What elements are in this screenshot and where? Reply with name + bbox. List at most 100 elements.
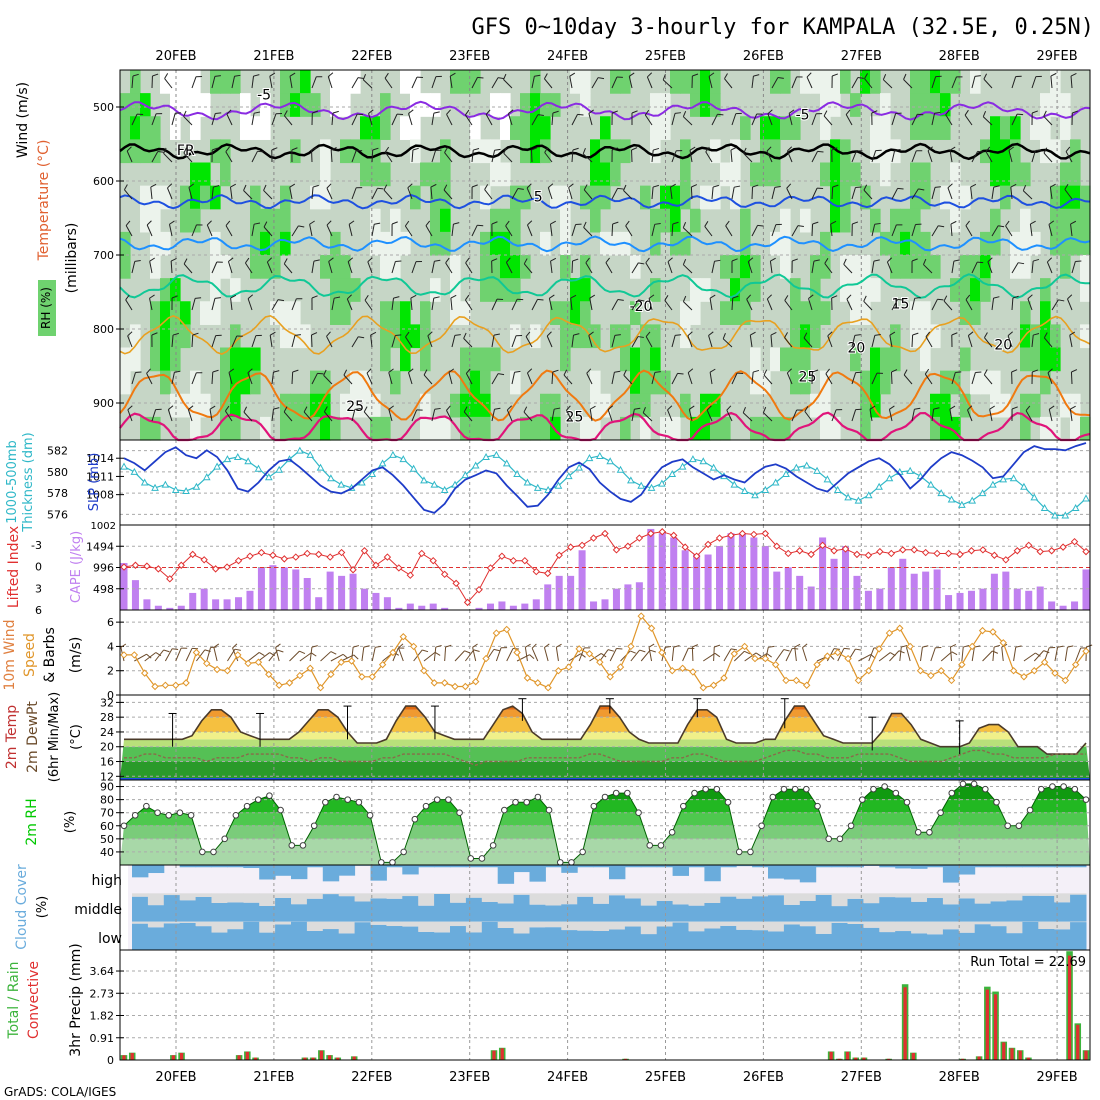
rh-cell: [650, 231, 661, 256]
rh2m-point: [176, 809, 184, 816]
wind-barb: [183, 263, 193, 274]
rh2m-point: [1060, 783, 1067, 790]
wind-speed-point: [461, 682, 470, 691]
wind-barb: [706, 409, 713, 422]
rh2m-point: [467, 855, 475, 862]
cloud-cell: [1054, 929, 1071, 950]
cloud-gap: [386, 893, 403, 899]
wind-barb: [251, 335, 257, 348]
wind-barb: [731, 372, 738, 385]
rh-cell: [140, 185, 151, 210]
cape-bar: [166, 607, 174, 610]
wind-barb-flag: [517, 188, 524, 190]
rh-cell: [810, 255, 821, 279]
wind-barb-flag: [471, 184, 478, 188]
rh-cell: [570, 324, 581, 349]
wind-barb-flag: [1043, 650, 1050, 654]
rh-cell: [1020, 347, 1031, 372]
rh-cell: [920, 70, 931, 94]
tick-label: 32: [100, 696, 114, 709]
wind-barb: [211, 261, 218, 274]
wind-barb-flag: [454, 334, 461, 336]
wind-speed-point: [792, 676, 801, 685]
rh2m-point: [1082, 796, 1090, 803]
wind-barb: [491, 77, 499, 89]
rh-cell: [860, 70, 871, 94]
li-point: [521, 556, 529, 565]
rh-cell: [430, 208, 441, 233]
thickness-point: [854, 496, 863, 504]
wind-barb: [947, 187, 953, 200]
wind-barb: [150, 187, 153, 200]
rh-cell: [390, 231, 401, 256]
rh2m-point: [523, 798, 530, 806]
wind10m-axis-label-3: & Barbs: [42, 627, 58, 683]
rh-cell: [480, 278, 491, 302]
wind-barb: [642, 412, 653, 422]
wind-barb: [906, 647, 911, 662]
precip-conv-bar: [977, 1056, 981, 1060]
rh-cell: [310, 416, 321, 441]
cloud-gap: [799, 893, 817, 901]
li-point: [303, 549, 311, 558]
wind-barb: [808, 298, 813, 311]
wind-barb-flag: [525, 331, 531, 337]
cape-bar: [841, 545, 850, 610]
wind-barb: [310, 334, 313, 348]
wind-barb: [903, 79, 913, 89]
rh-cell: [420, 162, 431, 187]
wind-barb: [289, 76, 293, 89]
wind-barb-flag: [183, 147, 187, 154]
wind-barb: [924, 373, 933, 385]
temp-band: [120, 731, 1090, 740]
wind-barb: [511, 298, 518, 311]
wind-speed-point: [968, 642, 976, 651]
wind-barb-flag: [823, 110, 828, 117]
cloud-cell: [354, 901, 371, 922]
wind-barb: [388, 409, 393, 422]
rh-cell: [930, 416, 941, 441]
tick-label: 1008: [86, 489, 114, 502]
cloud-cell: [386, 926, 403, 950]
wind-barb: [531, 76, 535, 89]
wind-barb-flag: [949, 405, 956, 410]
wind-barb-flag: [383, 184, 388, 191]
wind-barb: [863, 300, 873, 311]
wind-barb: [1064, 189, 1073, 200]
wind-barb-flag: [484, 184, 489, 190]
wind-barb: [383, 189, 393, 200]
rh-cell: [480, 185, 491, 210]
cape-bar: [372, 592, 380, 610]
wind-barb-flag: [395, 334, 402, 336]
cape-bar: [933, 569, 941, 610]
wind-barb: [1007, 335, 1013, 348]
wind-barb-flag: [146, 220, 152, 226]
wind-barb-flag: [770, 257, 776, 262]
wind-barb-flag: [934, 111, 941, 114]
cloud-layer-label: low: [98, 931, 122, 947]
cloud-gap: [465, 921, 483, 933]
cape-bar: [418, 605, 426, 610]
rh-cell: [790, 347, 801, 372]
rh2m-point: [903, 798, 911, 806]
rh-cell: [420, 301, 431, 325]
rh-cell: [130, 116, 141, 140]
wind-barb-flag: [766, 653, 772, 658]
cloud-cell: [386, 898, 403, 922]
thickness-point: [627, 476, 635, 484]
rh2m-point: [780, 785, 788, 793]
wind-barb-flag: [647, 72, 653, 78]
rh-cell: [220, 70, 231, 94]
rh-cell: [420, 324, 431, 349]
wind-barb: [167, 409, 173, 422]
thickness-point: [585, 454, 594, 462]
wind-speed-point: [751, 654, 759, 663]
wind-barb: [527, 224, 533, 237]
rh-cell: [230, 393, 241, 418]
rh-cell: [850, 347, 861, 372]
li-point: [234, 556, 243, 565]
thickness-point: [358, 478, 366, 486]
rh-cell: [150, 255, 161, 279]
rh-cell: [970, 370, 981, 395]
wind-speed-point: [885, 629, 894, 637]
